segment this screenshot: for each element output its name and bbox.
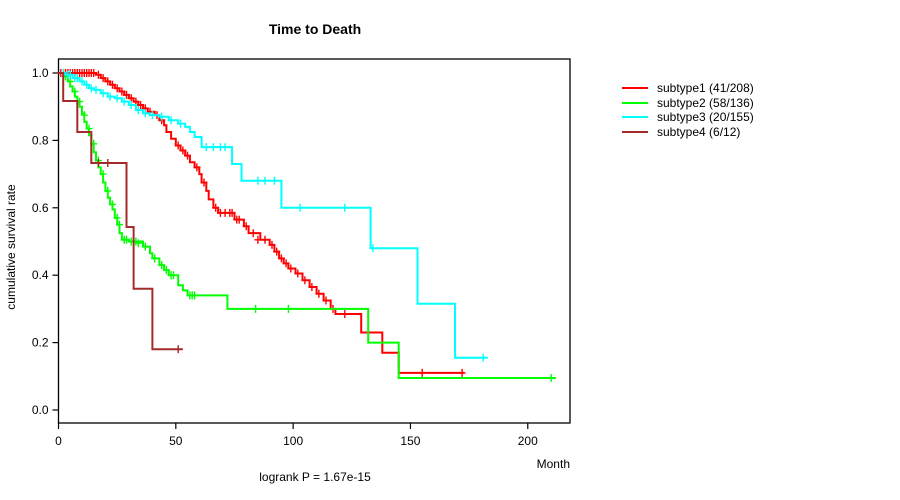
y-tick-label: 0.8	[32, 133, 49, 147]
x-axis-label: Month	[536, 457, 570, 471]
censor-marks-1	[57, 69, 466, 377]
legend-line-swatch	[622, 130, 648, 133]
legend-label: subtype1 (41/208)	[657, 81, 754, 96]
survival-curve-4	[58, 72, 183, 351]
x-tick-label: 0	[55, 434, 62, 448]
legend-label: subtype4 (6/12)	[657, 124, 741, 139]
y-tick-label: 0.0	[32, 403, 49, 417]
x-tick-label: 100	[283, 434, 303, 448]
x-tick-label: 50	[169, 434, 183, 448]
x-tick-label: 200	[518, 434, 538, 448]
plot-frame	[57, 58, 571, 424]
legend-line-swatch	[622, 116, 648, 119]
x-tick-label: 150	[400, 434, 420, 448]
legend-item: subtype2 (58/136)	[622, 96, 754, 111]
legend-label: subtype2 (58/136)	[657, 95, 754, 110]
y-tick-label: 0.6	[32, 201, 49, 215]
survival-curve-3	[58, 72, 488, 359]
censor-marks-4	[94, 159, 182, 354]
legend: subtype1 (41/208) subtype2 (58/136) subtyp…	[622, 81, 754, 139]
legend-item: subtype3 (20/155)	[622, 110, 754, 125]
y-tick-label: 0.2	[32, 336, 49, 350]
legend-item: subtype4 (6/12)	[622, 125, 754, 140]
logrank-annotation: logrank P = 1.67e-15	[259, 470, 371, 484]
chart-title: Time to Death	[268, 21, 362, 37]
y-tick-label: 1.0	[32, 66, 49, 80]
legend-line-swatch	[622, 87, 648, 90]
legend-label: subtype3 (20/155)	[657, 110, 754, 125]
legend-line-swatch	[622, 101, 648, 104]
y-tick-label: 0.4	[32, 268, 49, 282]
censor-marks-2	[62, 72, 555, 382]
legend-item: subtype1 (41/208)	[622, 81, 754, 96]
survival-curve-2	[58, 72, 556, 379]
censor-marks-3	[59, 69, 487, 362]
